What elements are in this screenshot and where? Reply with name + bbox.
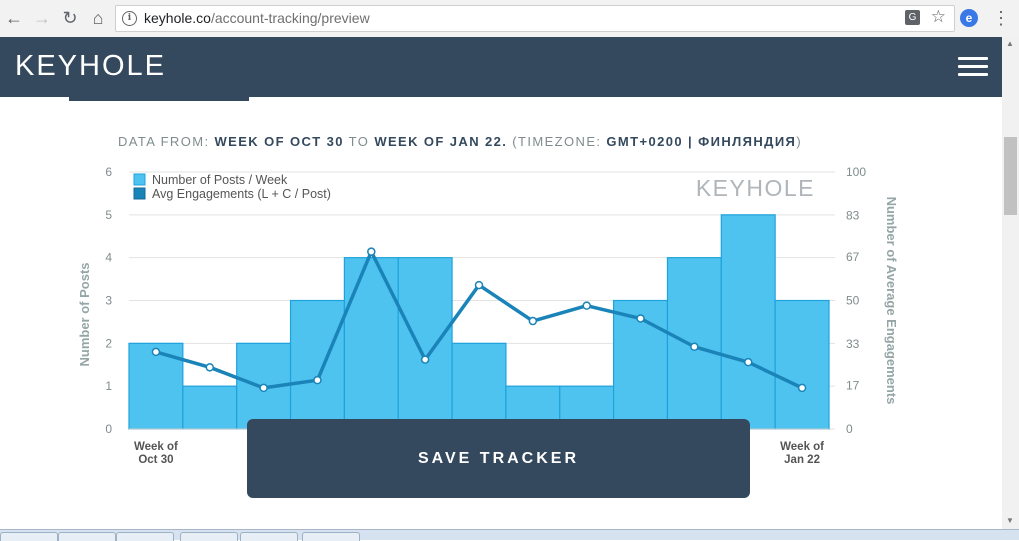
scroll-thumb[interactable]: [1004, 137, 1017, 215]
y-tick-label: 5: [105, 208, 112, 222]
y2-tick-label: 83: [846, 209, 860, 223]
scroll-up-icon[interactable]: ▲: [1006, 39, 1014, 48]
browser-toolbar: ← → ↻ ⌂ i keyhole.co/account-tracking/pr…: [0, 0, 1019, 38]
y-tick-label: 0: [105, 422, 112, 436]
browser-menu-icon[interactable]: ⋮: [992, 8, 1010, 28]
data-range-caption: DATA FROM: WEEK OF OCT 30 TO WEEK OF JAN…: [117, 134, 803, 149]
y-tick-label: 2: [105, 336, 112, 350]
keyhole-logo[interactable]: KEYHOLE: [15, 50, 166, 82]
y2-tick-label: 0: [846, 422, 853, 436]
translate-icon[interactable]: G: [905, 10, 920, 25]
taskbar-item[interactable]: [116, 532, 174, 541]
engagement-point: [474, 280, 484, 290]
y2-axis-title: Number of Average Engagements: [884, 197, 899, 405]
chart-watermark: KEYHOLE: [696, 175, 815, 201]
engagement-point: [528, 316, 538, 326]
engagement-point: [259, 383, 268, 393]
y-axis-title: Number of Posts: [77, 262, 92, 366]
engagement-point: [367, 247, 376, 256]
y-tick-label: 3: [105, 294, 112, 308]
engagement-point: [582, 301, 591, 310]
y-tick-label: 4: [105, 251, 112, 265]
bar: [182, 385, 238, 430]
back-arrow-icon[interactable]: ←: [5, 8, 23, 28]
save-tracker-button[interactable]: SAVE TRACKER: [247, 419, 750, 498]
taskbar-item[interactable]: [240, 532, 298, 541]
legend-label-engagement: Avg Engagements (L + C / Post): [152, 187, 331, 201]
y2-tick-label: 50: [846, 294, 860, 308]
x-tick-label: Week of Oct 30: [134, 441, 178, 466]
bar: [343, 257, 399, 430]
page-scrollbar[interactable]: ▲ ▼: [1002, 37, 1019, 529]
bar: [720, 214, 776, 430]
bar: [451, 342, 507, 430]
home-icon[interactable]: ⌂: [92, 8, 104, 28]
engagement-point: [797, 383, 807, 393]
taskbar-item[interactable]: [58, 532, 116, 541]
info-icon[interactable]: i: [122, 11, 137, 26]
y-tick-label: 1: [105, 379, 112, 393]
y2-tick-label: 33: [846, 337, 860, 351]
taskbar-item[interactable]: [302, 532, 360, 541]
y-tick-label: 6: [105, 165, 112, 179]
engagement-point: [743, 357, 753, 367]
site-header: KEYHOLE: [0, 37, 1002, 97]
header-tab-indicator: [69, 97, 249, 101]
engagement-point: [636, 314, 645, 323]
address-bar[interactable]: i keyhole.co/account-tracking/preview G …: [115, 5, 955, 32]
extension-icon[interactable]: e: [960, 9, 978, 27]
engagement-point: [690, 342, 699, 352]
legend-label-posts: Number of Posts / Week: [152, 173, 288, 187]
y2-tick-label: 17: [846, 378, 860, 392]
taskbar-item[interactable]: [0, 532, 58, 541]
reload-icon[interactable]: ↻: [62, 8, 78, 28]
legend-swatch-engagement: [133, 187, 146, 200]
bar: [289, 299, 345, 430]
os-taskbar: [0, 529, 1019, 541]
forward-arrow-icon[interactable]: →: [33, 8, 51, 28]
x-tick-label: Week of Jan 22: [780, 441, 824, 466]
y2-tick-label: 100: [846, 165, 866, 179]
bookmark-star-icon[interactable]: ☆: [930, 7, 946, 26]
legend-swatch-posts: [133, 173, 146, 186]
engagement-point: [420, 355, 430, 364]
engagement-point: [313, 375, 322, 385]
url-text[interactable]: keyhole.co/account-tracking/preview: [144, 10, 370, 26]
scroll-down-icon[interactable]: ▼: [1006, 516, 1014, 525]
engagement-point: [151, 347, 161, 357]
hamburger-menu-icon[interactable]: [958, 57, 988, 77]
engagement-point: [205, 363, 215, 372]
bar: [397, 257, 453, 430]
y2-tick-label: 67: [846, 250, 860, 264]
taskbar-item[interactable]: [180, 532, 238, 541]
bar: [774, 299, 830, 430]
